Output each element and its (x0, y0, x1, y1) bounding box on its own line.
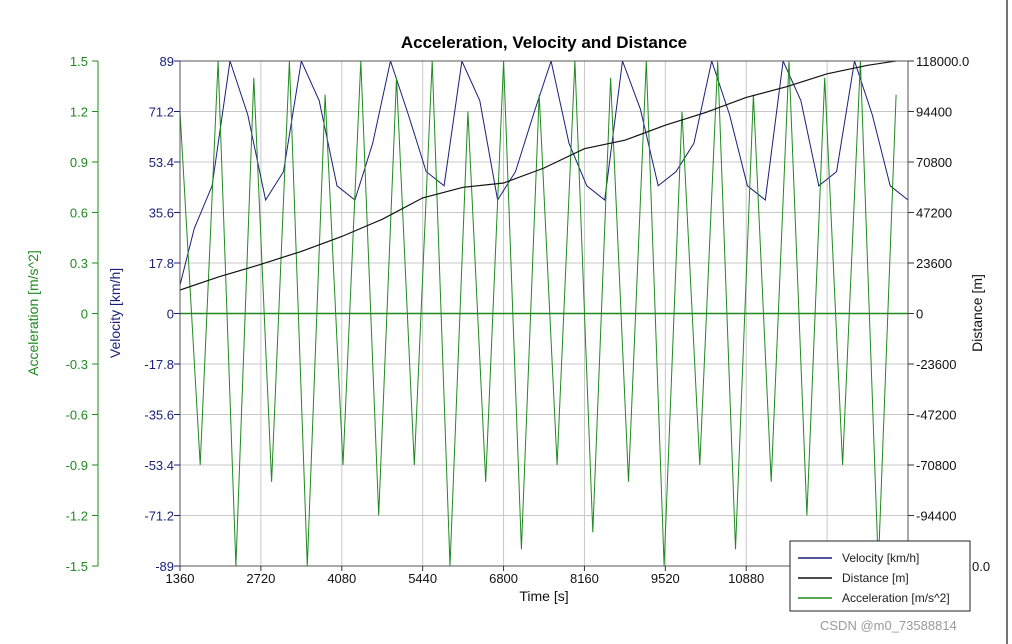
dist-tick-label: 0 (916, 307, 923, 322)
acc-tick-label: 0.9 (70, 155, 88, 170)
vel-tick-label: 71.2 (149, 105, 174, 120)
x-tick-label: 1360 (166, 571, 195, 586)
acc-tick-label: -1.5 (66, 559, 88, 574)
x-tick-label: 4080 (327, 571, 356, 586)
distance-axis: 118000.0 94400 70800 47200 23600 0 -23600 -4720… (908, 54, 990, 574)
acc-tick-label: -0.9 (66, 458, 88, 473)
acc-tick-label: 1.2 (70, 105, 88, 120)
dist-tick-label: -70800 (916, 458, 956, 473)
vel-tick-label: -35.6 (144, 408, 174, 423)
acc-tick-label: 0.6 (70, 206, 88, 221)
series-line-acceleration (180, 61, 897, 566)
acceleration-axis: 1.5 1.2 0.9 0.6 0.3 0 -0.3 -0.6 -0.9 -1.2 -1.5 (66, 54, 99, 574)
acc-tick-label: -0.6 (66, 408, 88, 423)
acc-tick-label: -1.2 (66, 509, 88, 524)
x-axis-label: Time [s] (519, 588, 568, 604)
series-line-distance (180, 61, 897, 291)
dist-tick-label: -94400 (916, 509, 956, 524)
acceleration-axis-label: Acceleration [m/s^2] (25, 250, 41, 376)
vel-tick-label: -53.4 (144, 458, 174, 473)
dist-tick-label: 47200 (916, 206, 952, 221)
vel-tick-label: 17.8 (149, 256, 174, 271)
plot-series (180, 61, 908, 566)
x-tick-label: 6800 (489, 571, 518, 586)
dist-tick-label: 70800 (916, 155, 952, 170)
dist-tick-label: -23600 (916, 357, 956, 372)
legend-box (789, 540, 971, 612)
dist-tick-label: 118000.0 (916, 54, 969, 69)
acc-tick-label: -0.3 (66, 357, 88, 372)
velocity-axis: 89 71.2 53.4 35.6 17.8 0 -17.8 -35.6 -53.4 -71.2 -… (144, 54, 180, 574)
dist-tick-label: 23600 (916, 256, 952, 271)
vel-tick-label: 0 (167, 307, 174, 322)
legend-item-distance: Distance [m] (842, 571, 909, 585)
distance-axis-label: Distance [m] (969, 274, 985, 352)
watermark: CSDN @m0_73588814 (820, 618, 957, 633)
x-tick-label: 5440 (408, 571, 437, 586)
acc-tick-label: 0.3 (70, 256, 88, 271)
legend-item-acceleration: Acceleration [m/s^2] (842, 591, 950, 605)
legend: Velocity [km/h] Distance [m] Acceleratio… (789, 540, 971, 612)
vel-tick-label: 35.6 (149, 206, 174, 221)
dist-tick-label: 94400 (916, 105, 952, 120)
velocity-axis-label: Velocity [km/h] (107, 268, 123, 358)
chart-title: Acceleration, Velocity and Distance (401, 33, 687, 52)
vel-tick-label: 89 (160, 54, 174, 69)
vel-tick-label: -17.8 (144, 357, 174, 372)
vel-tick-label: 53.4 (149, 155, 174, 170)
x-tick-label: 2720 (246, 571, 275, 586)
dist-tick-label: -47200 (916, 408, 956, 423)
vel-tick-label: -71.2 (144, 509, 174, 524)
x-tick-label: 9520 (651, 571, 680, 586)
vel-tick-label: -89 (155, 559, 174, 574)
x-tick-label: 8160 (570, 571, 599, 586)
legend-item-velocity: Velocity [km/h] (842, 551, 919, 565)
series-line-velocity (180, 61, 908, 286)
acc-tick-label: 1.5 (70, 54, 88, 69)
dist-tick-label: 0.0 (972, 559, 990, 574)
x-tick-label: 10880 (728, 571, 764, 586)
acc-tick-label: 0 (81, 307, 88, 322)
